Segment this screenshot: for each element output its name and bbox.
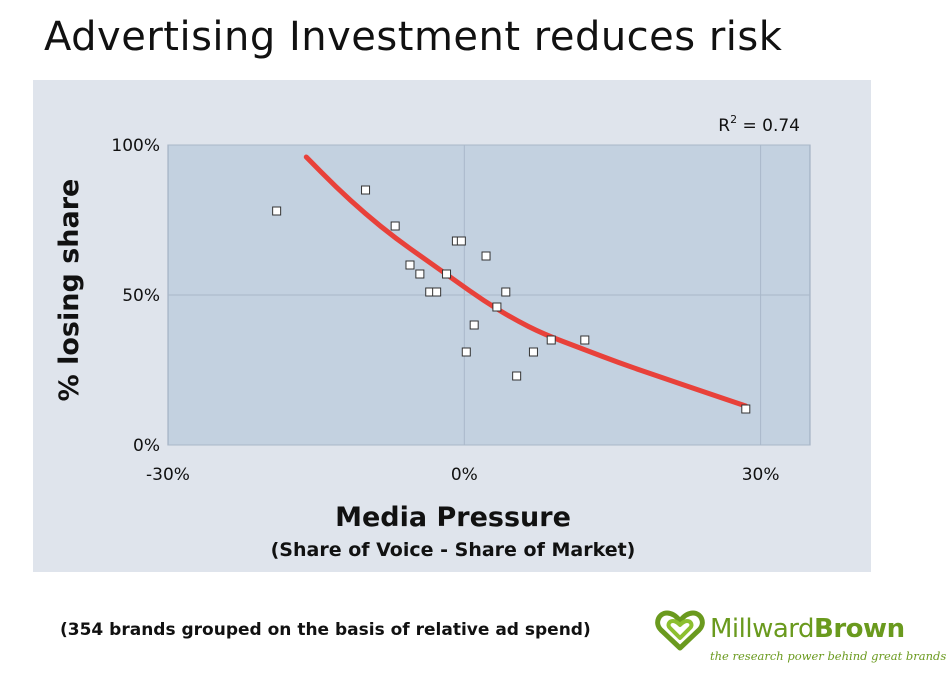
- data-point: [580, 335, 590, 345]
- data-point: [546, 335, 556, 345]
- data-point: [272, 206, 282, 216]
- data-point: [432, 287, 442, 297]
- millward-brown-logo: MillwardBrown the research power behind …: [655, 606, 946, 670]
- footnote: (354 brands grouped on the basis of rela…: [60, 620, 591, 640]
- page-title: Advertising Investment reduces risk: [44, 14, 783, 60]
- trend-curve: [303, 154, 749, 409]
- data-point: [461, 347, 471, 357]
- data-point: [415, 269, 425, 279]
- r-squared-value: = 0.74: [737, 116, 800, 136]
- data-point: [405, 260, 415, 270]
- logo-name-part2: Brown: [814, 614, 905, 644]
- data-point: [501, 287, 511, 297]
- logo-wordmark: MillwardBrown: [710, 614, 905, 644]
- y-tick-label: 50%: [122, 286, 160, 306]
- y-axis-title: % losing share: [54, 179, 85, 402]
- data-point: [512, 371, 522, 381]
- data-point: [442, 269, 452, 279]
- x-tick-label: 30%: [742, 465, 780, 485]
- r-squared-superscript: 2: [730, 113, 737, 126]
- heart-logo-icon: [655, 610, 705, 651]
- x-axis-title: Media Pressure: [335, 502, 571, 533]
- data-point: [469, 320, 479, 330]
- x-tick-label: 0%: [451, 465, 478, 485]
- scatter-chart: 0% 50% 100% -30% 0% 30% Media Pressure (Share o…: [54, 113, 811, 561]
- x-axis-subtitle: (Share of Voice - Share of Market): [271, 539, 636, 561]
- data-point: [528, 347, 538, 357]
- logo-name-part1: Millward: [710, 614, 815, 644]
- data-point: [492, 302, 502, 312]
- r-squared-annotation: R2 = 0.74: [718, 113, 800, 136]
- r-squared-prefix: R: [718, 116, 730, 136]
- chart-panel: 0% 50% 100% -30% 0% 30% Media Pressure (Share o…: [33, 80, 871, 572]
- y-tick-label: 100%: [111, 136, 160, 156]
- data-point: [481, 251, 491, 261]
- y-tick-label: 0%: [133, 436, 160, 456]
- data-point: [456, 236, 466, 246]
- data-point: [741, 404, 751, 414]
- logo-tagline: the research power behind great brands: [710, 649, 947, 663]
- x-tick-label: -30%: [146, 465, 190, 485]
- data-point: [361, 185, 371, 195]
- data-point: [390, 221, 400, 231]
